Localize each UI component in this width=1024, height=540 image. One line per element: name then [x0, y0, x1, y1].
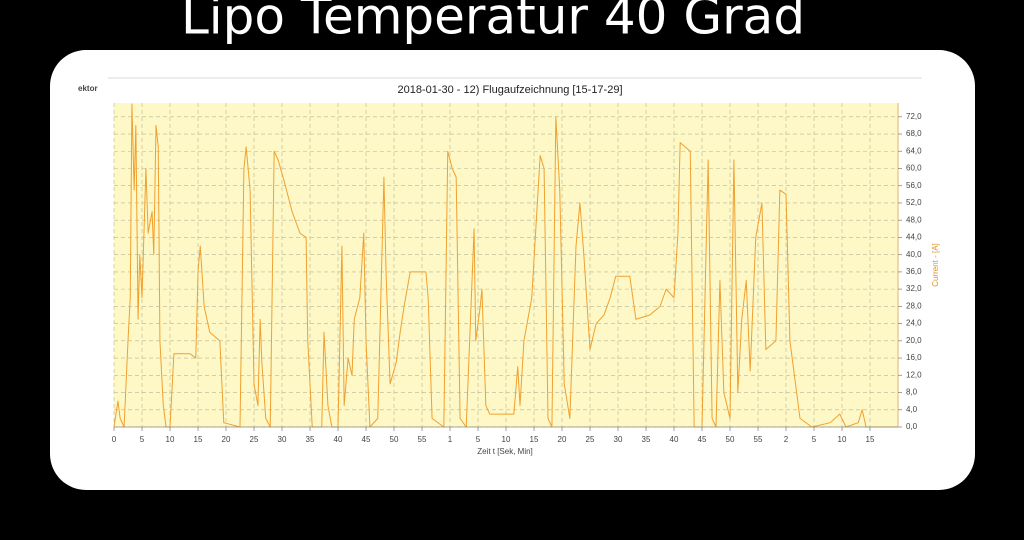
- chart-title: 2018-01-30 - 12) Flugaufzeichnung [15-17…: [397, 84, 622, 96]
- x-tick-label: 2: [784, 435, 789, 444]
- y-tick-label: 48,0: [906, 215, 922, 224]
- x-axis-label: Zeit t [Sek, Min]: [477, 447, 533, 456]
- y-tick-label: 12,0: [906, 370, 922, 379]
- x-tick-label: 50: [390, 435, 399, 444]
- x-tick-label: 55: [754, 435, 763, 444]
- y-tick-label: 68,0: [906, 129, 922, 138]
- x-tick-label: 45: [362, 435, 371, 444]
- x-tick-label: 20: [222, 435, 231, 444]
- y-tick-label: 0,0: [906, 422, 918, 431]
- x-tick-label: 15: [530, 435, 539, 444]
- y-tick-label: 64,0: [906, 146, 922, 155]
- x-tick-label: 0: [112, 435, 117, 444]
- y-tick-label: 16,0: [906, 353, 922, 362]
- x-tick-label: 35: [306, 435, 315, 444]
- x-tick-label: 10: [166, 435, 175, 444]
- x-tick-label: 30: [278, 435, 287, 444]
- x-tick-label: 1: [448, 435, 453, 444]
- x-tick-label: 45: [698, 435, 707, 444]
- y-tick-label: 36,0: [906, 267, 922, 276]
- y-tick-label: 24,0: [906, 319, 922, 328]
- x-tick-label: 55: [418, 435, 427, 444]
- x-tick-label: 5: [476, 435, 481, 444]
- grid: [113, 103, 898, 428]
- x-tick-label: 10: [838, 435, 847, 444]
- x-tick-label: 40: [334, 435, 343, 444]
- x-tick-label: 30: [614, 435, 623, 444]
- x-tick-label: 25: [250, 435, 259, 444]
- x-tick-label: 35: [642, 435, 651, 444]
- x-tick-label: 25: [586, 435, 595, 444]
- y-tick-label: 72,0: [906, 112, 922, 121]
- y-tick-label: 56,0: [906, 181, 922, 190]
- x-tick-label: 20: [558, 435, 567, 444]
- screen-title: Lipo Temperatur 40 Grad: [181, 0, 805, 46]
- y-tick-label: 28,0: [906, 301, 922, 310]
- x-tick-label: 15: [866, 435, 875, 444]
- y-tick-label: 32,0: [906, 284, 922, 293]
- y-axis-label: Current - [A]: [931, 243, 940, 287]
- y-tick-label: 44,0: [906, 233, 922, 242]
- y-tick-label: 20,0: [906, 336, 922, 345]
- x-tick-label: 10: [502, 435, 511, 444]
- x-tick-label: 5: [140, 435, 145, 444]
- side-label: ektor: [78, 84, 98, 93]
- y-tick-label: 8,0: [906, 388, 918, 397]
- x-tick-label: 50: [726, 435, 735, 444]
- y-tick-label: 4,0: [906, 405, 918, 414]
- y-tick-label: 52,0: [906, 198, 922, 207]
- y-tick-label: 60,0: [906, 164, 922, 173]
- x-tick-label: 5: [812, 435, 817, 444]
- y-tick-label: 40,0: [906, 250, 922, 259]
- x-tick-label: 40: [670, 435, 679, 444]
- x-tick-label: 15: [194, 435, 203, 444]
